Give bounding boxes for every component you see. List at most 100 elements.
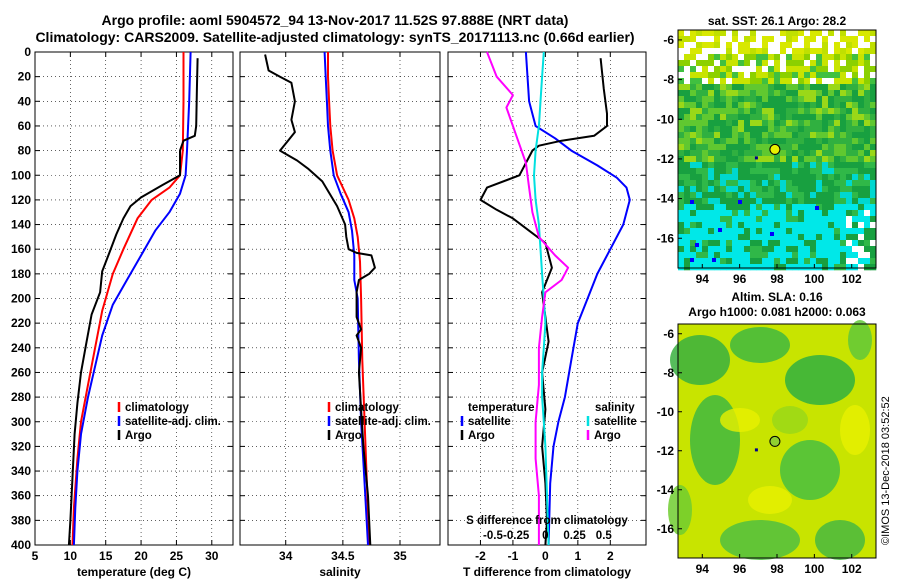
sst-cell <box>726 216 733 223</box>
sst-cell <box>828 78 835 85</box>
sst-cell <box>792 210 799 217</box>
sst-cell <box>726 90 733 97</box>
sst-cell <box>810 264 817 271</box>
sst-cell <box>726 138 733 145</box>
sst-cell <box>798 96 805 103</box>
sst-cell <box>822 138 829 145</box>
sst-cell <box>690 162 697 169</box>
sst-cell <box>864 36 871 43</box>
sst-cell <box>780 258 787 265</box>
sst-cell <box>846 78 853 85</box>
sst-cell <box>678 228 685 235</box>
sst-cell <box>822 126 829 133</box>
sst-cell-blue <box>712 258 716 262</box>
sst-cell <box>828 246 835 253</box>
sst-cell <box>738 228 745 235</box>
sst-cell <box>744 30 751 37</box>
sst-cell <box>738 108 745 115</box>
sst-cell <box>846 210 853 217</box>
sst-cell <box>774 252 781 259</box>
temperature-xlabel: temperature (deg C) <box>77 565 191 579</box>
sst-cell <box>858 210 865 217</box>
sst-cell <box>726 54 733 61</box>
sst-cell <box>732 252 739 259</box>
sst-cell <box>762 192 769 199</box>
sst-cell <box>816 192 823 199</box>
sst-cell <box>852 216 859 223</box>
temperature-ytick-label: 140 <box>11 218 31 232</box>
sst-cell <box>714 204 721 211</box>
sst-cell <box>762 180 769 187</box>
sst-cell <box>762 114 769 121</box>
sst-cell <box>732 198 739 205</box>
difference-xtick-label: -2 <box>475 549 486 563</box>
sst-cell <box>732 204 739 211</box>
sst-cell <box>780 228 787 235</box>
sst-cell <box>786 42 793 49</box>
sst-cell <box>780 168 787 175</box>
sst-cell <box>702 222 709 229</box>
sst-cell <box>852 126 859 133</box>
sst-cell <box>822 108 829 115</box>
sst-cell <box>768 210 775 217</box>
sst-cell <box>792 78 799 85</box>
sst-cell <box>774 72 781 79</box>
sst-cell <box>798 114 805 121</box>
sst-cell <box>864 234 871 241</box>
sst-cell <box>768 252 775 259</box>
sst-cell <box>684 150 691 157</box>
sst-cell <box>798 204 805 211</box>
sst-cell <box>696 60 703 67</box>
sst-cell <box>798 180 805 187</box>
sst-cell <box>762 132 769 139</box>
sst-cell <box>786 204 793 211</box>
sst-cell <box>846 222 853 229</box>
sst-cell <box>822 96 829 103</box>
sst-cell <box>714 132 721 139</box>
sst-cell <box>726 114 733 121</box>
sst-cell <box>852 114 859 121</box>
sst-cell <box>720 72 727 79</box>
sst-map-title: sat. SST: 26.1 Argo: 28.2 <box>707 14 847 28</box>
sst-cell <box>684 126 691 133</box>
sst-cell <box>762 240 769 247</box>
sst-cell <box>756 168 763 175</box>
sst-cell <box>684 108 691 115</box>
temperature-ytick-label: 260 <box>11 365 31 379</box>
sst-cell <box>702 102 709 109</box>
sst-cell <box>858 36 865 43</box>
sst-cell <box>870 84 877 91</box>
sst-cell <box>690 210 697 217</box>
sst-cell <box>768 48 775 55</box>
sst-cell <box>690 72 697 79</box>
sst-cell <box>768 90 775 97</box>
sst-cell <box>840 138 847 145</box>
sst-cell <box>756 198 763 205</box>
sst-cell <box>864 150 871 157</box>
difference-x2tick-label: 0.25 <box>563 530 586 542</box>
sst-cell <box>834 72 841 79</box>
sst-cell <box>744 198 751 205</box>
sst-cell <box>810 108 817 115</box>
sst-cell <box>816 126 823 133</box>
sst-cell <box>834 246 841 253</box>
sst-cell <box>816 228 823 235</box>
sst-cell <box>750 258 757 265</box>
sst-cell <box>732 144 739 151</box>
sst-cell <box>858 72 865 79</box>
sst-cell <box>708 258 715 265</box>
sst-cell <box>762 48 769 55</box>
sst-cell <box>750 60 757 67</box>
difference-xtick-label: 2 <box>607 549 614 563</box>
sst-cell <box>792 264 799 271</box>
sst-cell <box>804 144 811 151</box>
sst-cell <box>804 102 811 109</box>
sst-cell <box>756 114 763 121</box>
sst-cell <box>744 54 751 61</box>
sst-cell <box>816 144 823 151</box>
sst-cell <box>840 216 847 223</box>
sst-cell <box>804 66 811 73</box>
sst-cell <box>792 126 799 133</box>
sst-cell <box>828 228 835 235</box>
sst-cell <box>726 246 733 253</box>
